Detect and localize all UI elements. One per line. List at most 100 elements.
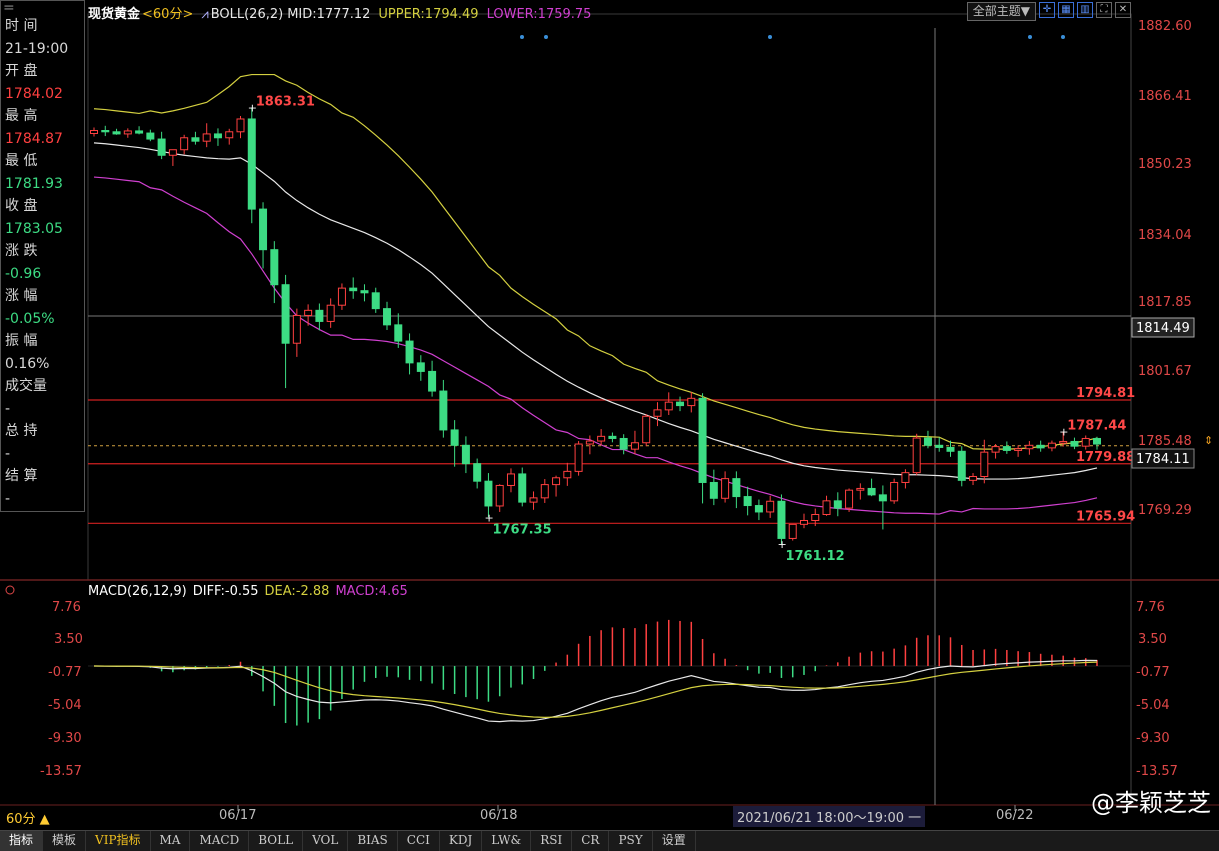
level-label: 1794.81	[1076, 386, 1135, 401]
candle-body	[247, 118, 256, 210]
menu-icon[interactable]: =	[3, 0, 15, 16]
candle	[157, 131, 166, 160]
price-tick: 1801.67	[1138, 364, 1192, 379]
candle-body	[506, 473, 515, 486]
symbol-name[interactable]: 现货黄金	[88, 7, 141, 22]
candle-body	[337, 287, 346, 306]
candle	[867, 478, 876, 497]
tab-vol[interactable]: VOL	[303, 831, 349, 851]
high-value: 1784.87	[5, 131, 63, 147]
candle	[360, 284, 369, 302]
tab-kdj[interactable]: KDJ	[440, 831, 483, 851]
period-button[interactable]: 60分 ▲	[6, 812, 50, 827]
macd-tick: -13.57	[1136, 764, 1178, 779]
candle-body	[146, 132, 155, 140]
candle	[428, 360, 437, 397]
candle-body	[721, 478, 730, 499]
candle-body	[890, 481, 899, 502]
macd-tick: 3.50	[1138, 632, 1167, 647]
candle	[653, 402, 662, 427]
candle-body	[676, 401, 685, 407]
tab-bias[interactable]: BIAS	[348, 831, 398, 851]
tab-vip-indicator[interactable]: VIP指标	[86, 831, 151, 851]
fullscreen-icon[interactable]: ⛶	[1096, 2, 1112, 18]
candle-body	[867, 487, 876, 496]
candle	[811, 508, 820, 527]
macd-settings-icon[interactable]	[5, 585, 15, 595]
tab-boll[interactable]: BOLL	[249, 831, 304, 851]
tab-macd[interactable]: MACD	[190, 831, 250, 851]
candle-body	[766, 500, 775, 513]
candle-body	[969, 475, 978, 481]
tab-psy[interactable]: PSY	[609, 831, 653, 851]
macd-diff-line	[93, 659, 1098, 723]
candle	[146, 129, 155, 142]
candle-body	[1014, 448, 1023, 451]
boll-lower: LOWER:1759.75	[486, 7, 592, 22]
macd-axis-right: 7.76 3.50 -0.77 -5.04 -9.30 -13.57	[1136, 600, 1178, 779]
volume-label: 成交量	[5, 378, 47, 394]
close-icon[interactable]: ✕	[1115, 2, 1131, 18]
tab-cci[interactable]: CCI	[398, 831, 440, 851]
tab-ma[interactable]: MA	[151, 831, 191, 851]
candle-body	[405, 340, 414, 364]
macd-value: MACD:4.65	[335, 584, 408, 599]
candle-body	[236, 118, 245, 133]
macd-tick: -9.30	[48, 731, 82, 746]
candle	[540, 479, 549, 503]
candlestick-series	[90, 107, 1101, 544]
tab-cr[interactable]: CR	[572, 831, 610, 851]
macd-tick: 7.76	[52, 600, 81, 615]
event-markers	[520, 35, 1065, 39]
candle	[935, 437, 944, 452]
tab-settings[interactable]: 设置	[653, 831, 696, 851]
candle-body	[180, 137, 189, 151]
price-panel-frame	[87, 13, 1132, 581]
date-label: 06/17	[219, 808, 257, 823]
layout-icon[interactable]: ▦	[1058, 2, 1074, 18]
tab-rsi[interactable]: RSI	[531, 831, 573, 851]
period-selector[interactable]: <60分>	[142, 7, 194, 22]
close-value: 1783.05	[5, 221, 63, 237]
current-price: 1784.11	[1136, 452, 1190, 467]
candle	[664, 392, 673, 415]
candle	[473, 458, 482, 489]
boll-mid: MID:1777.12	[287, 7, 371, 22]
candle	[687, 391, 696, 413]
candle	[1025, 441, 1034, 455]
candle	[529, 491, 538, 510]
volume-value: -	[5, 401, 11, 417]
high-label: 最 高	[5, 108, 38, 124]
pct-label: 涨 幅	[5, 288, 38, 304]
candle	[946, 440, 955, 457]
candle	[1070, 437, 1079, 450]
candle-body	[495, 484, 504, 507]
candle	[337, 283, 346, 310]
price-tick: 1866.41	[1138, 89, 1192, 104]
crosshair-icon[interactable]: ✛	[1039, 2, 1055, 18]
candle-body	[1093, 437, 1101, 445]
amplitude-label: 振 幅	[5, 333, 38, 349]
candle-body	[281, 284, 290, 344]
tab-lw[interactable]: LW&	[482, 831, 532, 851]
candle-body	[1025, 444, 1034, 450]
candle	[630, 430, 639, 455]
candle	[619, 434, 628, 455]
candle-body	[270, 249, 279, 286]
candle-body	[259, 208, 268, 251]
candle	[743, 486, 752, 516]
tab-template[interactable]: 模板	[43, 831, 87, 851]
macd-tick: -13.57	[40, 764, 82, 779]
tab-indicator[interactable]: 指标	[0, 831, 44, 851]
candle-body	[371, 292, 380, 310]
macd-tick: -5.04	[48, 698, 82, 713]
theme-dropdown[interactable]: 全部主题▼	[966, 2, 1036, 21]
chart-icon[interactable]: ▥	[1077, 2, 1093, 18]
candle	[304, 304, 313, 326]
candle-body	[980, 451, 989, 477]
candle	[484, 473, 493, 518]
candle-body	[709, 481, 718, 499]
macd-tick: 7.76	[1136, 600, 1165, 615]
candle	[969, 473, 978, 486]
